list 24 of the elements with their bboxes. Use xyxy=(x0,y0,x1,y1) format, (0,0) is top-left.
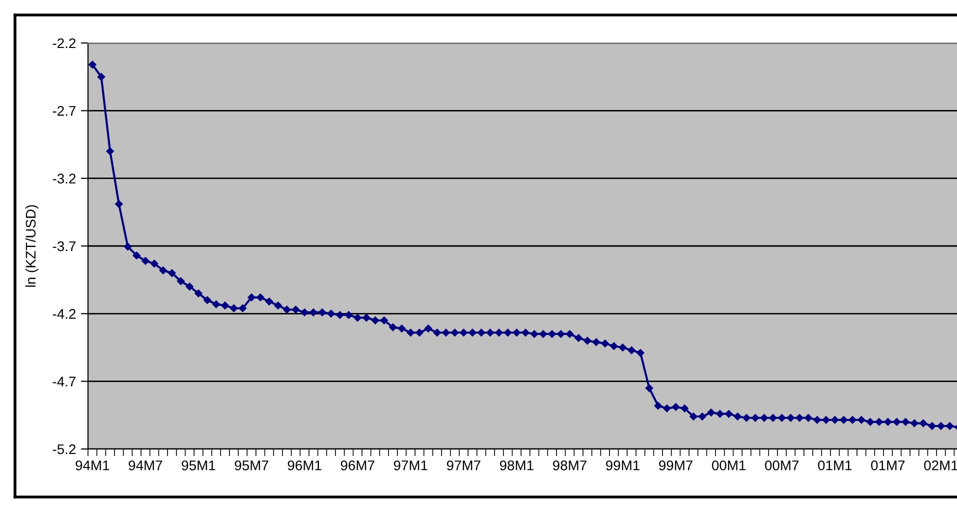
x-tick-label: 01M7 xyxy=(871,460,905,470)
y-tick-label: -4.7 xyxy=(52,376,76,386)
x-tick-label: 94M1 xyxy=(76,460,110,470)
x-tick-label: 98M7 xyxy=(552,460,586,470)
x-tick-label: 01M1 xyxy=(818,460,852,470)
x-tick-label: 99M1 xyxy=(606,460,640,470)
x-tick-label: 97M1 xyxy=(394,460,428,470)
x-tick-label: 94M7 xyxy=(128,460,162,470)
y-tick-label: -3.2 xyxy=(52,174,76,184)
y-tick-label: -4.2 xyxy=(52,309,76,319)
x-tick-label: 97M7 xyxy=(446,460,480,470)
x-tick-label: 95M7 xyxy=(234,460,268,470)
x-tick-label: 98M1 xyxy=(500,460,534,470)
x-tick-label: 96M7 xyxy=(340,460,374,470)
x-tick-label: 99M7 xyxy=(659,460,692,470)
y-tick-label: -2.7 xyxy=(52,106,76,116)
x-tick-label: 00M1 xyxy=(712,460,746,470)
y-tick-label: -3.7 xyxy=(52,241,76,252)
y-axis-title: ln (KZT/USD) xyxy=(25,205,38,287)
y-tick-label: -2.2 xyxy=(52,38,76,48)
x-tick-label: 00M7 xyxy=(765,460,799,470)
x-tick-label: 95M1 xyxy=(182,460,216,470)
y-tick-label: -5.2 xyxy=(52,444,76,454)
x-tick-label: 96M1 xyxy=(288,460,322,470)
